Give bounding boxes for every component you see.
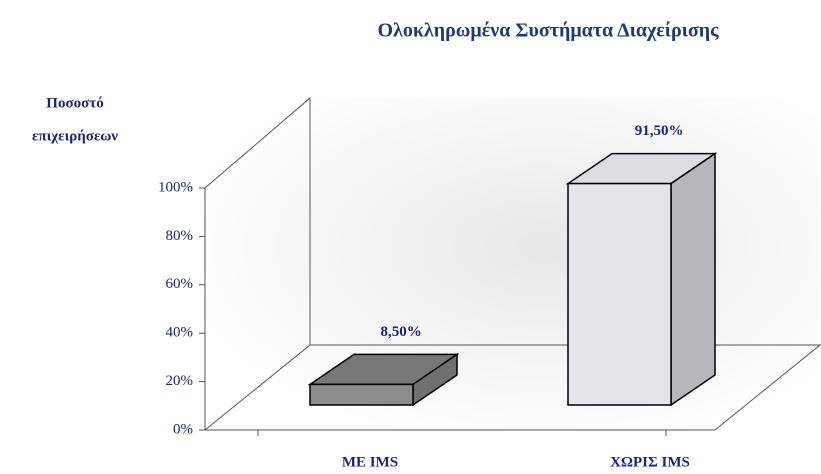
data-label: 8,50% bbox=[380, 324, 421, 340]
data-label: 91,50% bbox=[635, 123, 684, 139]
y-tick-label: 0% bbox=[173, 421, 193, 437]
bar bbox=[309, 383, 414, 406]
wall-edge bbox=[204, 344, 311, 431]
bar bbox=[567, 182, 672, 406]
chart-title: Ολοκληρωμένα Συστήματα Διαχείρισης bbox=[377, 20, 719, 42]
y-axis-label: Ποσοστό bbox=[46, 95, 103, 111]
bar-side bbox=[670, 152, 716, 407]
y-tick-label: 80% bbox=[166, 228, 194, 244]
plot-shading bbox=[205, 98, 820, 430]
x-tick-label: ΧΩΡΙΣ IMS bbox=[610, 454, 690, 470]
y-tick-label: 20% bbox=[166, 373, 194, 389]
y-tick-label: 100% bbox=[158, 179, 193, 195]
y-tick-label: 60% bbox=[166, 276, 194, 292]
x-tick-label: ΜΕ IMS bbox=[342, 454, 398, 470]
y-tick-label: 40% bbox=[166, 325, 194, 341]
y-axis-label: επιχειρήσεων bbox=[32, 128, 118, 144]
